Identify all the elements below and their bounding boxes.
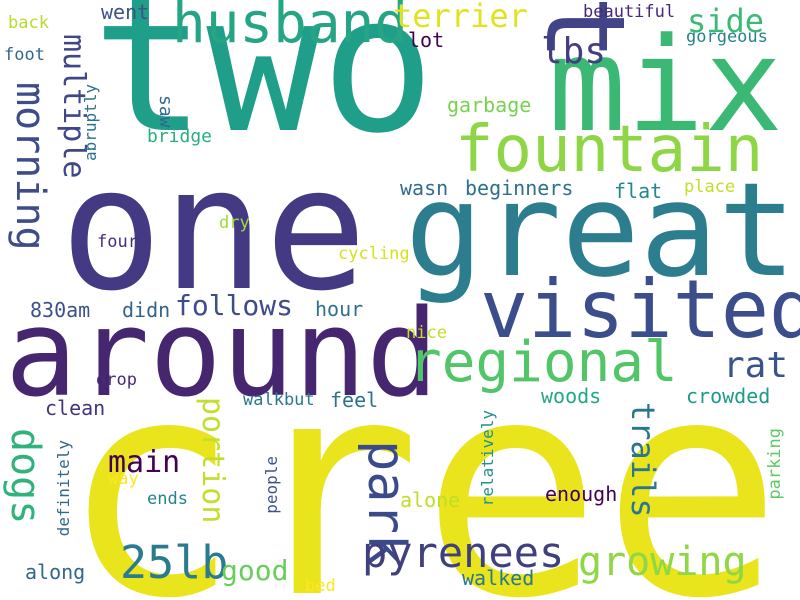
word-visited: visited <box>480 263 800 356</box>
word-walked: walked <box>462 566 535 590</box>
word-25lb: 25lb <box>120 536 229 589</box>
word-place: place <box>684 177 736 197</box>
word-people: people <box>262 455 281 514</box>
word-growing: growing <box>578 539 747 585</box>
word-pyrenees: pyrenees <box>362 528 565 577</box>
word-good: good <box>221 554 289 587</box>
word-husband: husband <box>172 0 409 56</box>
word-parking: parking <box>765 427 785 500</box>
word-one: one <box>60 131 368 329</box>
word-hour: hour <box>315 297 364 321</box>
word-lbs: lbs <box>541 31 607 72</box>
word-ends: ends <box>147 489 188 509</box>
word-walkbut: walkbut <box>243 390 315 410</box>
word-bed: bed <box>305 576 336 596</box>
word-around: around <box>5 285 439 424</box>
word-lot: lot <box>408 28 445 52</box>
word-terrier: terrier <box>393 0 528 35</box>
word-along: along <box>25 560 86 584</box>
word-follows: follows <box>175 289 294 322</box>
word-saw: saw <box>155 95 176 128</box>
word-alone: alone <box>400 488 461 512</box>
word-didn: didn <box>122 298 171 322</box>
word-way: way <box>108 469 139 489</box>
word-relatively: relatively <box>478 409 497 507</box>
word-dry: dry <box>219 213 250 233</box>
word-enough: enough <box>545 482 618 506</box>
word-garbage: garbage <box>447 93 532 117</box>
word-mix: mix <box>548 9 783 161</box>
word-great: great <box>405 154 797 306</box>
word-beginners: beginners <box>465 176 574 200</box>
word-clean: clean <box>45 396 106 420</box>
word-portion: portion <box>195 397 230 524</box>
word-went: went <box>101 0 150 24</box>
word-nice: nice <box>406 323 447 343</box>
word-side: side <box>687 2 765 40</box>
word-woods: woods <box>541 384 602 408</box>
word-regional: regional <box>408 330 678 395</box>
word-beautiful: beautiful <box>583 2 676 22</box>
word-bridge: bridge <box>147 126 213 147</box>
word-morning: morning <box>7 82 53 251</box>
word-dogs: dogs <box>2 428 48 525</box>
word-creek: creek <box>60 315 800 600</box>
word-830am: 830am <box>30 298 91 322</box>
word-trails: trails <box>624 402 662 518</box>
word-gorgeous: gorgeous <box>686 27 768 47</box>
word-cycling: cycling <box>338 244 410 264</box>
word-abruptly: abruptly <box>81 83 100 162</box>
word-flat: flat <box>614 179 663 203</box>
word-rat: rat <box>723 345 789 386</box>
word-four: four <box>97 232 138 252</box>
word-feel: feel <box>330 388 379 412</box>
word-two: two <box>92 0 436 175</box>
word-back: back <box>8 13 49 33</box>
word-wasn: wasn <box>400 176 449 200</box>
word-foot: foot <box>4 45 45 65</box>
word-main: main <box>108 445 181 480</box>
word-crowded: crowded <box>686 384 771 408</box>
word-definitely: definitely <box>54 439 73 537</box>
word-drop: drop <box>96 370 137 390</box>
word-fountain: fountain <box>455 113 764 187</box>
